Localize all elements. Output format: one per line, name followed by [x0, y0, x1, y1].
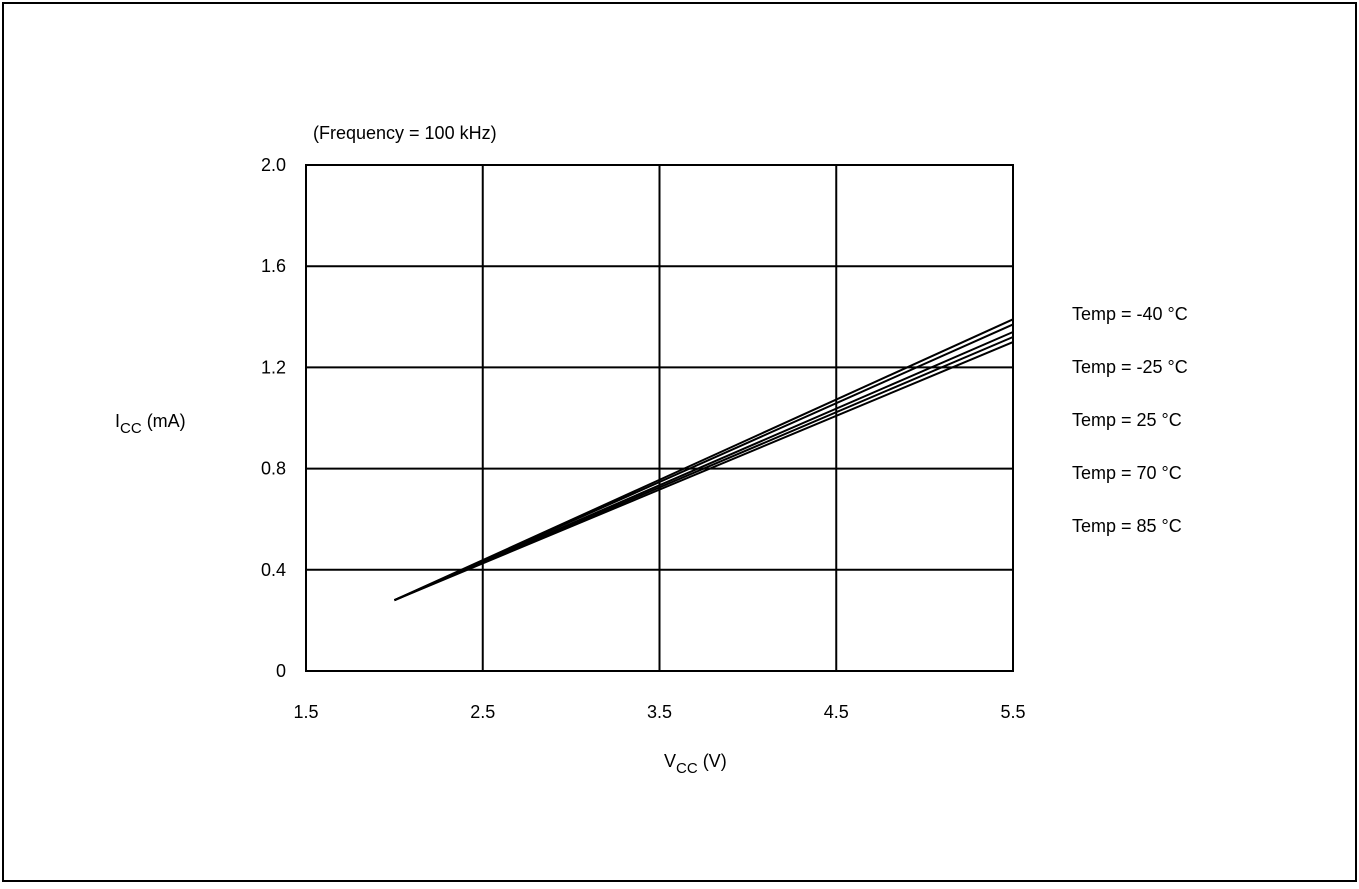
y-axis-label: ICC (mA): [115, 411, 186, 437]
series-line-5: [394, 341, 1014, 602]
series-line-2: [393, 323, 1014, 602]
x-tick-label: 1.5: [293, 702, 318, 722]
plot-area-border: [305, 164, 1014, 672]
x-axis-label-subscript: CC: [676, 760, 698, 777]
y-axis-label-main: I: [115, 411, 120, 431]
legend-entry-1: Temp = -40 °C: [1072, 304, 1188, 324]
y-tick-label: 1.6: [261, 256, 286, 276]
x-tick-label: 2.5: [470, 702, 495, 722]
x-axis-label-main: V: [664, 751, 676, 771]
legend: Temp = -40 °C Temp = -25 °C Temp = 25 °C Te…: [1072, 304, 1188, 536]
x-tick-label: 5.5: [1000, 702, 1025, 722]
x-tick-label: 3.5: [647, 702, 672, 722]
x-axis-label: VCC (V): [664, 751, 727, 777]
chart-title: (Frequency = 100 kHz): [313, 123, 497, 143]
tick-labels: 1.5 2.5 3.5 4.5 5.5 0 0.4 0.8 1.2 1.6 2.0: [261, 155, 1026, 722]
y-tick-label: 0: [276, 661, 286, 681]
y-tick-label: 0.8: [261, 459, 286, 479]
legend-entry-5: Temp = 85 °C: [1072, 516, 1182, 536]
data-series: [393, 318, 1014, 602]
legend-entry-2: Temp = -25 °C: [1072, 357, 1188, 377]
x-axis-label-unit: (V): [698, 751, 727, 771]
legend-entry-4: Temp = 70 °C: [1072, 463, 1182, 483]
y-tick-label: 0.4: [261, 560, 286, 580]
legend-entry-3: Temp = 25 °C: [1072, 410, 1182, 430]
y-axis-label-subscript: CC: [120, 420, 142, 437]
y-tick-label: 1.2: [261, 357, 286, 377]
x-tick-label: 4.5: [824, 702, 849, 722]
y-tick-label: 2.0: [261, 155, 286, 175]
y-axis-label-unit: (mA): [142, 411, 186, 431]
grid-lines: [306, 165, 1013, 671]
